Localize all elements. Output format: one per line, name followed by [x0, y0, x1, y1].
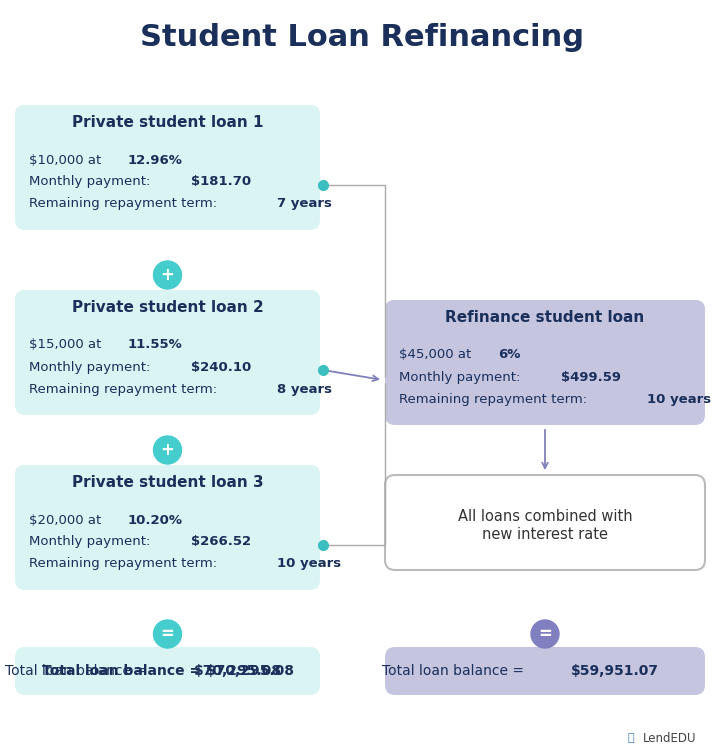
FancyBboxPatch shape [15, 465, 320, 500]
Text: 12.96%: 12.96% [127, 153, 182, 167]
Text: $266.52: $266.52 [191, 535, 251, 548]
Text: $10,000 at: $10,000 at [29, 153, 106, 167]
FancyBboxPatch shape [15, 105, 320, 140]
Text: Total loan balance = $70,295.08: Total loan balance = $70,295.08 [41, 664, 293, 678]
Text: Refinance student loan: Refinance student loan [445, 310, 644, 325]
FancyBboxPatch shape [385, 475, 705, 570]
Text: Monthly payment:: Monthly payment: [29, 176, 155, 189]
Text: Monthly payment:: Monthly payment: [29, 535, 155, 548]
Text: $70,295.08: $70,295.08 [194, 664, 282, 678]
Text: $45,000 at: $45,000 at [399, 348, 476, 361]
Text: Monthly payment:: Monthly payment: [399, 370, 525, 384]
FancyBboxPatch shape [15, 290, 320, 325]
Text: All loans combined with: All loans combined with [458, 509, 632, 524]
Text: 10 years: 10 years [647, 393, 712, 406]
Text: $20,000 at: $20,000 at [29, 514, 106, 526]
FancyBboxPatch shape [15, 465, 320, 590]
Text: Remaining repayment term:: Remaining repayment term: [29, 198, 222, 210]
Text: Private student loan 2: Private student loan 2 [72, 300, 264, 315]
Circle shape [153, 436, 182, 464]
Text: Monthly payment:: Monthly payment: [29, 360, 155, 373]
Text: Student Loan Refinancing: Student Loan Refinancing [140, 23, 584, 53]
FancyBboxPatch shape [15, 290, 320, 415]
FancyBboxPatch shape [385, 300, 705, 335]
FancyBboxPatch shape [15, 105, 320, 230]
Text: new interest rate: new interest rate [482, 527, 608, 542]
Text: Remaining repayment term:: Remaining repayment term: [399, 393, 592, 406]
FancyBboxPatch shape [385, 647, 705, 695]
Text: $181.70: $181.70 [191, 176, 251, 189]
Circle shape [531, 620, 559, 648]
Text: 10.20%: 10.20% [127, 514, 182, 526]
Text: 11.55%: 11.55% [128, 339, 182, 351]
Text: Private student loan 3: Private student loan 3 [72, 475, 264, 490]
Text: Private student loan 1: Private student loan 1 [72, 115, 264, 130]
Text: Total loan balance =: Total loan balance = [5, 664, 151, 678]
Text: $15,000 at: $15,000 at [29, 339, 106, 351]
Text: Remaining repayment term:: Remaining repayment term: [29, 382, 222, 396]
Text: 8 years: 8 years [277, 382, 332, 396]
Text: +: + [161, 266, 174, 284]
Text: Total loan balance = $59,951.07: Total loan balance = $59,951.07 [419, 664, 671, 678]
Text: LendEDU: LendEDU [642, 731, 696, 744]
Text: =: = [161, 625, 174, 643]
Text: Total loan balance = $70,295.08: Total loan balance = $70,295.08 [41, 664, 293, 678]
Text: Remaining repayment term:: Remaining repayment term: [29, 557, 222, 571]
Circle shape [153, 261, 182, 289]
Text: =: = [538, 625, 552, 643]
Text: $59,951.07: $59,951.07 [571, 664, 660, 678]
Text: 6%: 6% [497, 348, 520, 361]
Text: $499.59: $499.59 [561, 370, 621, 384]
Text: 7 years: 7 years [277, 198, 332, 210]
Text: $240.10: $240.10 [191, 360, 251, 373]
Circle shape [153, 620, 182, 648]
Text: 10 years: 10 years [277, 557, 341, 571]
FancyBboxPatch shape [385, 300, 705, 425]
FancyBboxPatch shape [15, 647, 320, 695]
Text: +: + [161, 441, 174, 459]
Text: Total loan balance =: Total loan balance = [382, 664, 529, 678]
Text: 🚶: 🚶 [628, 733, 635, 743]
